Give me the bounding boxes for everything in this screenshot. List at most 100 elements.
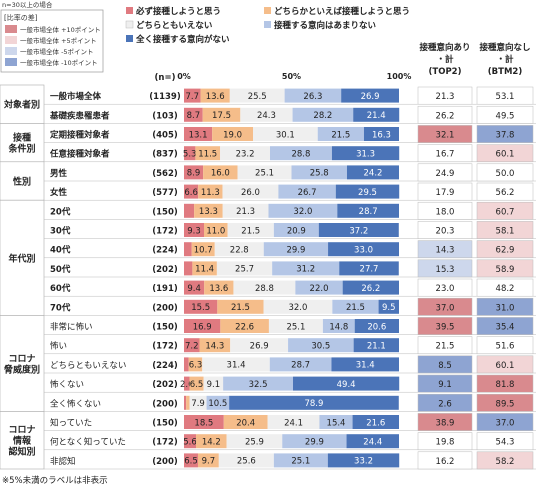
bar-data-label: 5.6 [183,438,197,448]
footnote: ※5%未満のラベルは非表示 [2,475,108,486]
group-label: 情報 [12,435,32,447]
top2-cell [417,182,473,201]
series-legend-swatch [126,7,133,14]
bar-segment [322,319,355,333]
row-label: 非認知 [50,456,76,467]
row-n: (172) [152,227,178,237]
btm2-value: 58.9 [496,265,515,275]
top2-value: 18.0 [436,207,455,217]
right-header-text: (BTM2) [488,67,523,77]
btm2-value: 48.2 [496,284,515,294]
btm2-value: 56.2 [496,188,515,198]
btm2-value: 60.7 [496,207,515,217]
top2-value: 2.6 [438,399,452,409]
btm2-cell [476,317,534,335]
bar-data-label: 5.3 [183,150,197,160]
bar-data-label: 24.4 [363,438,382,448]
right-header-text: 接種意向なし [479,42,530,53]
bar-data-label: 21.6 [366,418,385,428]
bar-data-label: 33.0 [354,246,373,256]
btm2-value: 54.3 [496,438,515,448]
top2-cell [417,451,473,470]
bar-segment [196,434,227,449]
bar-segment [203,165,238,180]
bar-data-label: 13.6 [209,284,228,294]
bar-data-label: 18.5 [194,418,213,428]
bar-data-label: 25.6 [237,457,256,467]
bar-segment [352,415,399,429]
bar-segment [226,434,283,449]
btm2-cell [476,374,534,393]
row-label: 非常に怖い [50,322,93,333]
bar-segment [204,280,234,295]
bar-data-label: 16.3 [372,130,391,140]
bar-data-label: 21.1 [367,342,386,352]
bar-data-label: 32.0 [293,207,312,217]
row-label: 男性 [50,168,68,179]
btm2-value: 60.1 [496,361,515,371]
group-label: 年代別 [8,252,35,264]
bar-data-label: 9.7 [202,457,216,467]
btm2-cell [476,221,534,239]
group-cell [0,123,45,163]
bar-data-label: 6.6 [184,188,198,198]
bar-segment [263,299,333,314]
bar-data-label: 25.1 [286,322,305,332]
bar-segment [184,107,203,122]
bar-data-label: 29.9 [305,438,324,448]
series-legend-label: どちらかといえば接種しようと思う [274,6,410,17]
axis-tick-label: 0% [177,72,191,81]
diff-legend-swatch [5,36,17,44]
bar-data-label: 11.3 [201,188,220,198]
bar-data-label: 21.4 [367,111,386,121]
bar-data-label: 31.4 [356,361,375,371]
bar-segment [288,338,354,353]
bar-segment [342,280,399,295]
bar-segment [284,88,342,103]
top2-value: 16.7 [436,150,455,160]
top2-cell [417,86,473,105]
bar-data-label: 6.3 [189,361,203,371]
btm2-cell [476,336,534,355]
bar-data-label: 28.7 [359,207,378,217]
bar-segment [184,338,200,353]
bar-segment [186,395,190,410]
top2-cell [417,163,473,182]
bar-data-label: 26.9 [250,342,269,352]
bar-segment [253,127,318,141]
diff-legend-box [0,9,104,73]
bar-segment [195,146,221,161]
bar-segment [268,319,323,333]
top2-cell [417,144,473,163]
row-label: 60代 [50,283,71,294]
series-legend-swatch [264,21,271,28]
bar-data-label: 26.9 [361,92,380,102]
top2-value: 37.0 [436,303,455,313]
top2-cell [417,374,473,393]
btm2-cell [476,451,534,470]
top2-value: 17.9 [436,188,455,198]
group-label: コロナ [8,425,35,436]
bar-data-label: 32.0 [288,303,307,313]
bar-segment [331,357,399,372]
row-n: (150) [152,207,178,217]
bar-segment [223,376,294,391]
top2-value: 38.9 [436,419,455,429]
top2-value: 20.3 [436,227,455,237]
note-top: n=30以上の場合 [2,0,53,9]
top2-cell [417,336,473,355]
bar-data-label: 29.5 [358,188,377,198]
row-n: (103) [152,111,178,121]
bar-data-label: 9.4 [187,284,201,294]
top2-value: 8.5 [438,361,452,371]
bar-data-label: 20.4 [236,418,255,428]
row-label: 全く怖くない [50,398,101,409]
bar-segment [222,203,269,218]
group-label: 対象者別 [3,99,40,111]
right-header-text: 接種意向あり [419,42,470,53]
top2-cell [417,413,473,431]
btm2-value: 62.9 [496,246,515,256]
right-header-text: ・計 [436,54,454,65]
